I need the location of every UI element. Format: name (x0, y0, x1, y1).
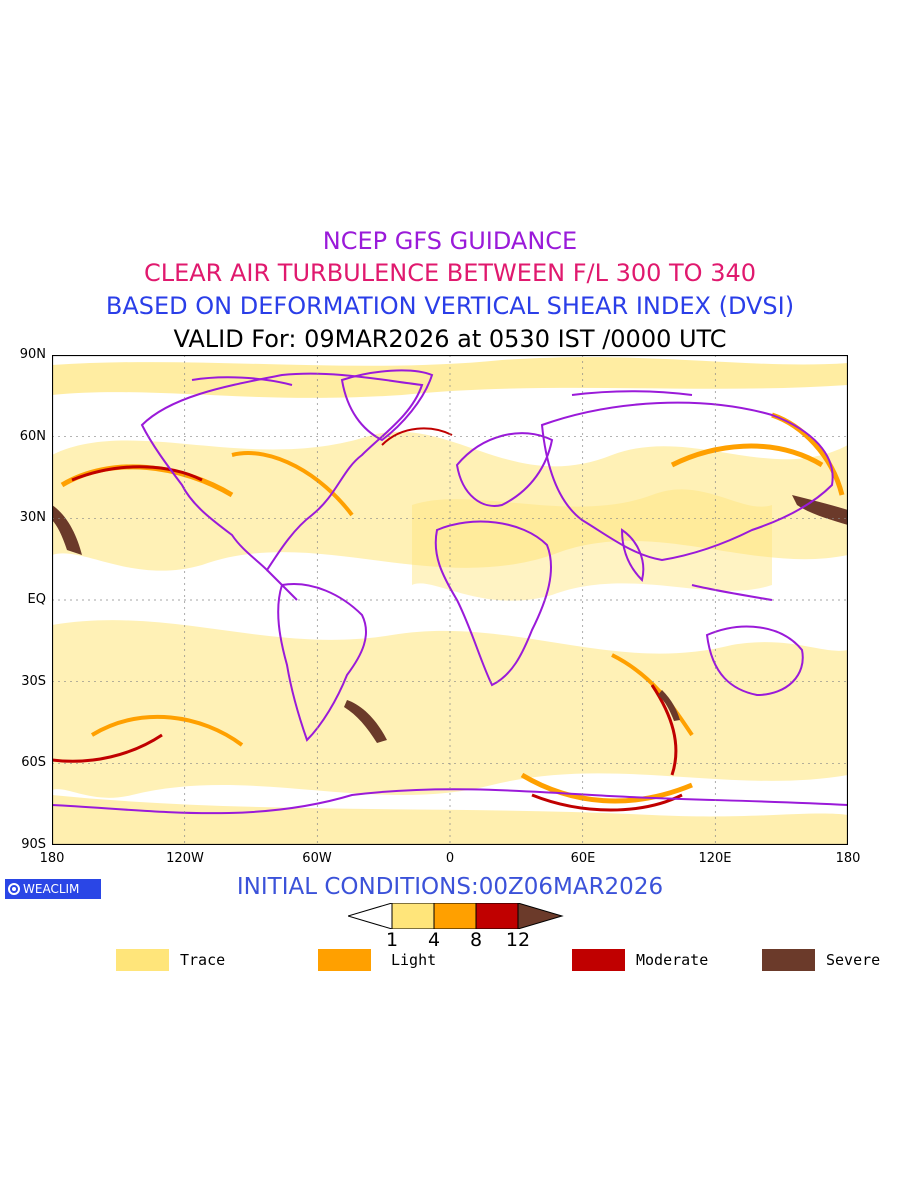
severe-patch (344, 700, 387, 743)
coastlines (52, 369, 848, 815)
colorbar-moderate (475, 903, 519, 929)
title-line-3: BASED ON DEFORMATION VERTICAL SHEAR INDE… (105, 292, 795, 320)
lon-label: 180 (835, 851, 861, 866)
light-streak (670, 443, 824, 468)
trace-band (52, 795, 848, 845)
moderate-streak (531, 793, 683, 812)
legend-label-moderate: Moderate (636, 951, 709, 969)
initial-conditions: INITIAL CONDITIONS:00Z06MAR2026 (236, 874, 664, 900)
lat-label: 60S (21, 755, 46, 770)
legend-label-light: Light (391, 951, 437, 969)
antarctica-outline (52, 788, 848, 815)
trace-band (52, 357, 848, 398)
lon-label: 0 (445, 851, 455, 866)
legend-swatch-trace (116, 949, 169, 971)
graticule (52, 355, 848, 845)
europe-outline (455, 432, 554, 507)
lat-label: 30S (21, 674, 46, 689)
turbulence-map (52, 355, 848, 845)
valid-time: VALID For: 09MAR2026 at 0530 IST /0000 U… (173, 325, 727, 353)
weaclim-brand: WEACLIM (5, 879, 101, 899)
light-streak (520, 772, 693, 804)
asia-outline (540, 401, 834, 562)
severe-patch (52, 505, 82, 555)
lon-label: 120E (698, 851, 732, 866)
legend-swatch-severe (762, 949, 815, 971)
lat-label: 90N (19, 347, 46, 362)
lon-label: 60W (302, 851, 332, 866)
map-frame (52, 355, 848, 845)
colorbar-severe-triangle (517, 903, 564, 929)
australia-outline (705, 625, 804, 697)
moderate-streak (71, 465, 203, 482)
legend-label-trace: Trace (180, 951, 226, 969)
lon-label: 120W (166, 851, 204, 866)
south-america-outline (277, 583, 367, 742)
lon-label: 180 (39, 851, 65, 866)
lat-label: 90S (21, 837, 46, 852)
lat-label: 60N (19, 429, 46, 444)
legend-label-severe: Severe (826, 951, 881, 969)
title-line-1: NCEP GFS GUIDANCE (322, 227, 578, 255)
colorbar-tick: 4 (427, 929, 441, 951)
light-streak (90, 714, 244, 747)
legend-swatch-moderate (572, 949, 625, 971)
weaclim-logo-icon (8, 883, 20, 895)
moderate-streak (381, 427, 453, 446)
lat-label: EQ (27, 592, 46, 607)
trace-band (412, 489, 772, 601)
colorbar-under-triangle (348, 903, 393, 929)
india-outline (620, 528, 645, 582)
light-streak (231, 451, 354, 517)
colorbar-trace (391, 903, 435, 929)
colorbar-light (433, 903, 477, 929)
light-streak (611, 653, 694, 737)
colorbar-tick: 8 (469, 929, 483, 951)
africa-outline (434, 520, 553, 687)
colorbar (348, 903, 564, 929)
brand-label: WEACLIM (23, 882, 80, 896)
greenland-outline (340, 369, 434, 442)
legend-swatch-light (318, 949, 371, 971)
severe-patch (658, 690, 680, 721)
trace-band (52, 431, 848, 571)
title-line-2: CLEAR AIR TURBULENCE BETWEEN F/L 300 TO … (143, 259, 757, 287)
arctic-islands-outline (191, 376, 293, 386)
indonesia-outline (691, 584, 773, 601)
arctic-islands-outline (571, 390, 693, 396)
colorbar-tick: 1 (385, 929, 399, 951)
north-america-outline (140, 372, 424, 572)
moderate-streak (650, 684, 678, 776)
colorbar-tick: 12 (505, 929, 531, 951)
moderate-streak (52, 733, 163, 763)
lon-label: 60E (570, 851, 596, 866)
severe-patch (792, 495, 848, 525)
lat-label: 30N (19, 510, 46, 525)
